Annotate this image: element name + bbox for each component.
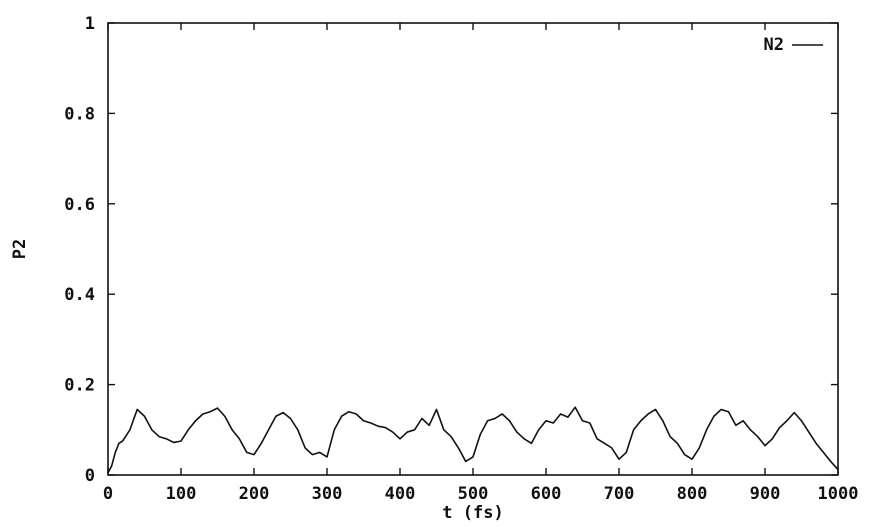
x-tick-label: 800 [677, 484, 708, 504]
x-tick-label: 100 [166, 484, 197, 504]
y-tick-label: 0.8 [64, 104, 95, 124]
x-tick-label: 300 [312, 484, 343, 504]
series-line-0 [107, 406, 839, 474]
y-tick-label: 0.4 [64, 285, 95, 305]
x-tick-label: 600 [531, 484, 562, 504]
x-tick-label: 400 [385, 484, 416, 504]
plot-frame [107, 22, 839, 476]
x-tick-label: 200 [239, 484, 270, 504]
x-tick-label: 500 [458, 484, 489, 504]
x-tick-label: 900 [750, 484, 781, 504]
x-axis-ticks: 0 100 200 300 400 500 600 700 800 900 1000 [103, 23, 859, 504]
y-axis-ticks: 0 0.2 0.4 0.6 0.8 1 [64, 14, 838, 486]
legend: N2 [764, 35, 823, 55]
y-tick-label: 0.2 [64, 376, 95, 396]
y-axis-label: P2 [10, 239, 30, 259]
y-tick-label: 1 [85, 14, 95, 34]
series-layer [107, 406, 839, 474]
y-tick-label: 0.6 [64, 195, 95, 215]
x-axis-label: t (fs) [442, 503, 503, 523]
x-tick-label: 0 [103, 484, 113, 504]
legend-label-n2: N2 [764, 35, 784, 55]
x-tick-label: 700 [604, 484, 635, 504]
y-tick-label: 0 [85, 466, 95, 486]
x-tick-label: 1000 [818, 484, 859, 504]
